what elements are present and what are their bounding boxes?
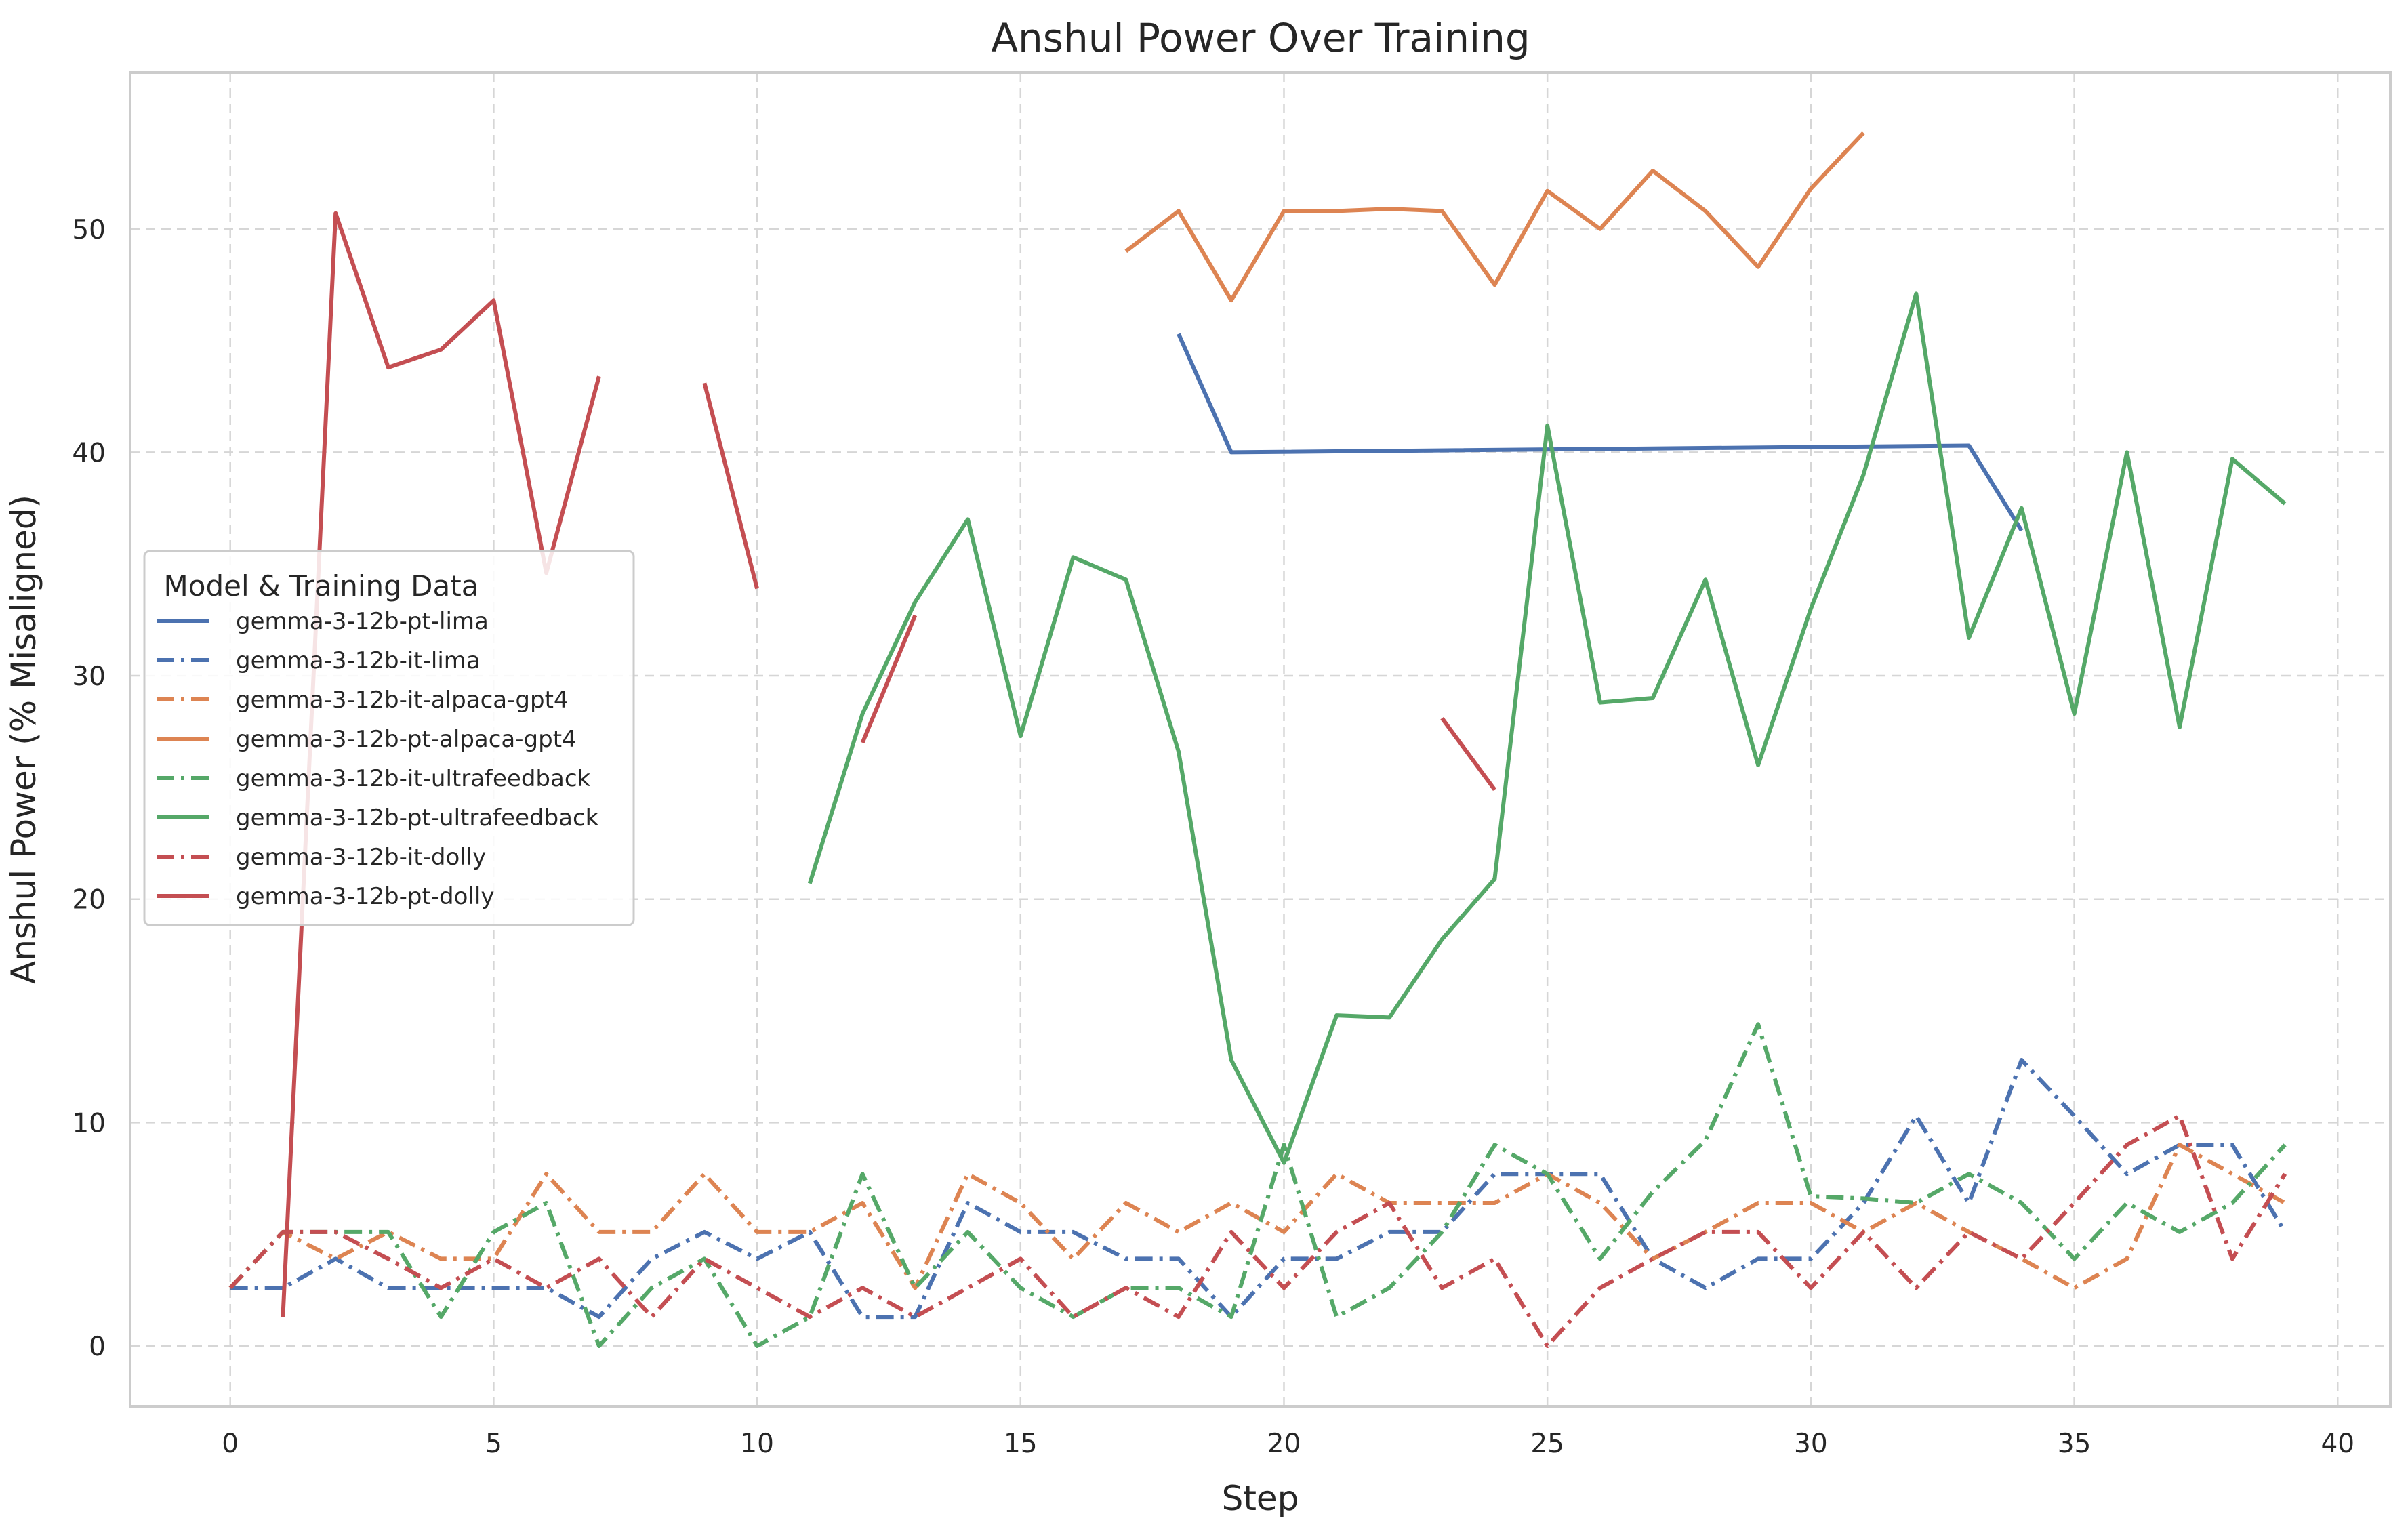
y-tick-label: 30 — [72, 661, 106, 692]
x-tick-label: 15 — [1004, 1429, 1038, 1459]
series-line-1 — [230, 1058, 2287, 1320]
legend-box — [143, 550, 635, 926]
legend-label: gemma-3-12b-pt-alpaca-gpt4 — [236, 726, 577, 753]
legend-items: gemma-3-12b-pt-lima gemma-3-12b-it-lima ge… — [157, 608, 599, 910]
x-tick-label: 40 — [2321, 1429, 2354, 1459]
y-tick-label: 20 — [72, 885, 106, 916]
series-line-4 — [228, 1022, 2287, 1348]
x-tick-label: 0 — [222, 1429, 239, 1459]
series-line-7 — [702, 382, 760, 590]
legend-title: Model & Training Data — [164, 569, 479, 602]
legend-label: gemma-3-12b-pt-dolly — [236, 883, 494, 910]
x-tick-label: 30 — [1794, 1429, 1828, 1459]
series-line-7 — [1440, 716, 1496, 791]
series-line-3 — [1124, 131, 1865, 303]
plot-frame — [129, 71, 2392, 1408]
legend-label: gemma-3-12b-pt-lima — [236, 608, 489, 635]
tick-labels: 0 5 10 15 20 25 30 35 40 0 10 20 30 40 50 — [72, 215, 2354, 1459]
y-tick-label: 0 — [89, 1332, 106, 1362]
x-tick-label: 20 — [1267, 1429, 1301, 1459]
legend-label: gemma-3-12b-it-dolly — [236, 844, 486, 871]
chart-title: Anshul Power Over Training — [991, 15, 1530, 61]
y-tick-label: 50 — [72, 215, 106, 245]
y-tick-label: 40 — [72, 438, 106, 468]
x-tick-label: 5 — [485, 1429, 502, 1459]
series-line-7 — [860, 614, 918, 744]
x-tick-label: 35 — [2058, 1429, 2091, 1459]
x-tick-label: 10 — [740, 1429, 774, 1459]
series-line-6 — [228, 1113, 2287, 1348]
x-axis-label: Step — [1222, 1479, 1299, 1518]
legend-label: gemma-3-12b-it-lima — [236, 647, 481, 674]
legend-label: gemma-3-12b-it-ultrafeedback — [236, 765, 591, 792]
legend: Model & Training Data gemma-3-12b-pt-lim… — [143, 550, 635, 926]
series-lines — [228, 131, 2287, 1348]
y-tick-label: 10 — [72, 1108, 106, 1139]
series-line-0 — [1177, 333, 2024, 532]
legend-label: gemma-3-12b-it-alpaca-gpt4 — [236, 687, 569, 714]
series-line-2 — [228, 1143, 2286, 1290]
series-line-5 — [807, 291, 2287, 1165]
legend-label: gemma-3-12b-pt-ultrafeedback — [236, 804, 599, 832]
y-axis-label: Anshul Power (% Misaligned) — [4, 495, 43, 984]
x-tick-label: 25 — [1530, 1429, 1564, 1459]
